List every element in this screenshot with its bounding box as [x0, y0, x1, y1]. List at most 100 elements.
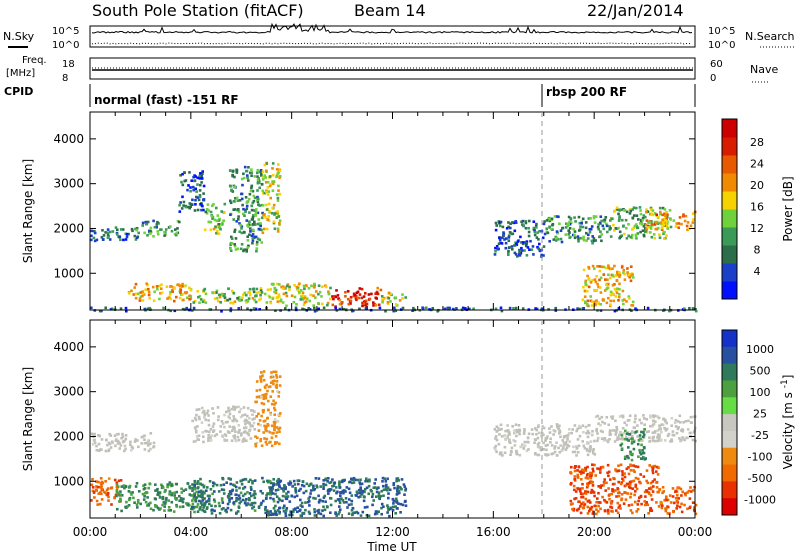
vel-cell [284, 514, 288, 517]
vel-cell [191, 502, 195, 506]
vel-cell [145, 491, 149, 494]
power-cell [362, 302, 366, 305]
vel-cell [217, 501, 221, 505]
vel-cell [242, 487, 245, 490]
power-cell [101, 229, 104, 232]
vel-cell [394, 505, 397, 508]
power-colorbar-label: 16 [750, 201, 764, 214]
freq-unit-label: [MHz] [6, 68, 35, 79]
power-cell [511, 248, 514, 251]
vel-cell [368, 479, 371, 483]
vel-cell [678, 505, 682, 509]
power-cell [189, 186, 192, 189]
power-cell [200, 174, 203, 178]
vel-cell [632, 464, 635, 467]
power-cell [145, 222, 148, 226]
vel-cell [172, 510, 176, 513]
power-cell [558, 222, 561, 225]
vel-cell [508, 441, 512, 445]
power-cell [326, 303, 329, 307]
vel-cell [651, 467, 655, 470]
vel-cell [689, 486, 692, 489]
vel-cell [586, 435, 590, 439]
vel-cell [342, 479, 346, 483]
vel-cell [261, 374, 264, 378]
vel-cell [624, 435, 628, 439]
power-cell [586, 274, 589, 278]
power-cell [349, 302, 352, 305]
vel-cell [515, 428, 519, 432]
power-cell [664, 219, 667, 222]
power-cell [102, 238, 105, 241]
vel-cell [597, 485, 600, 488]
power-cell [651, 209, 655, 212]
vel-cell [399, 511, 402, 514]
power-cell [240, 225, 244, 228]
vel-cell [383, 477, 386, 480]
vel-cell [255, 389, 259, 392]
vel-cell [577, 465, 581, 468]
power-cell [242, 176, 246, 180]
vel-cell [208, 494, 211, 498]
vel-cell [313, 510, 317, 514]
vel-cell [292, 479, 296, 483]
vel-cell [598, 417, 601, 421]
vel-cell [519, 445, 522, 449]
vel-cell [632, 426, 636, 429]
power-cell [128, 292, 131, 295]
power-cell [630, 304, 633, 307]
power-cell [256, 237, 260, 241]
vel-cell [221, 422, 225, 425]
vel-cell [644, 495, 647, 498]
power-cell [360, 287, 364, 291]
power-cell [243, 165, 247, 169]
vel-cell [585, 485, 589, 489]
power-cell [542, 222, 546, 226]
vel-cell [128, 485, 131, 489]
power-cell [627, 295, 631, 298]
power-cell [587, 267, 591, 270]
vel-cell [262, 395, 266, 398]
vel-cell [653, 478, 656, 481]
power-cell [665, 217, 668, 221]
vel-cell [397, 489, 401, 493]
vel-cell [628, 483, 632, 486]
vel-cell [266, 492, 270, 495]
power-cell [243, 248, 246, 251]
vel-cell [202, 409, 206, 413]
vel-cell [599, 429, 603, 433]
power-cell [242, 293, 245, 296]
power-cell [269, 182, 273, 186]
power-cell [188, 286, 191, 290]
power-cell [181, 292, 184, 296]
vel-cell [375, 495, 378, 498]
power-cell [216, 224, 219, 228]
vel-cell [230, 407, 234, 411]
vel-cell [331, 485, 334, 488]
vel-cell [223, 439, 227, 442]
power-cell [232, 218, 235, 221]
vel-cell [245, 497, 248, 501]
power-cell [599, 221, 602, 225]
power-cell [662, 231, 665, 234]
vel-cell [336, 498, 340, 501]
power-cell [264, 181, 268, 184]
vel-cell [608, 438, 611, 441]
vel-cell [232, 483, 235, 487]
power-cell [613, 209, 617, 213]
power-cell [276, 300, 280, 303]
power-cell [377, 303, 381, 307]
vel-cell [277, 497, 281, 500]
power-cell [277, 163, 280, 166]
power-cell [367, 293, 371, 296]
power-cell [259, 287, 263, 290]
vel-cell [584, 466, 587, 470]
power-cell [660, 226, 664, 230]
power-cell [227, 287, 230, 291]
power-cell [642, 214, 646, 217]
vel-cell [623, 457, 627, 460]
power-cell [589, 217, 592, 220]
power-cell [614, 274, 618, 277]
vel-cell [612, 476, 615, 480]
power-cell [219, 227, 222, 231]
